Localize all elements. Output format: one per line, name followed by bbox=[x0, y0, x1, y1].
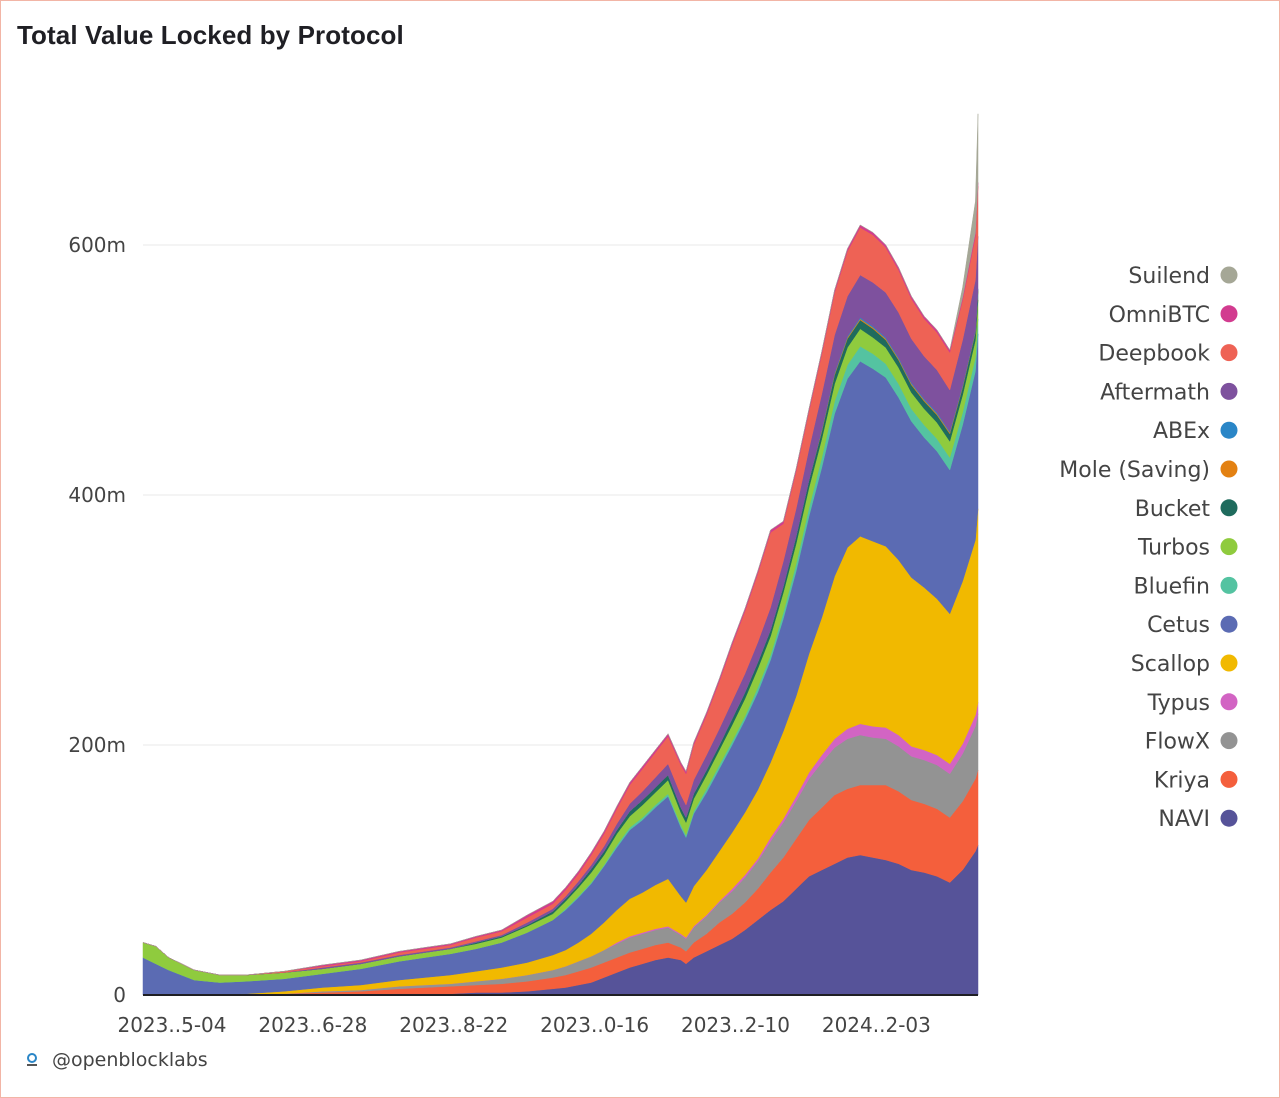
legend-swatch bbox=[1220, 460, 1238, 478]
legend-swatch bbox=[1220, 421, 1238, 439]
legend-swatch bbox=[1220, 654, 1238, 672]
legend-label: NAVI bbox=[1158, 807, 1210, 832]
legend-label: Deepbook bbox=[1098, 342, 1210, 367]
legend-item-omnibtc[interactable]: OmniBTC bbox=[1109, 303, 1238, 328]
legend-label: Kriya bbox=[1154, 768, 1210, 793]
legend-label: OmniBTC bbox=[1109, 303, 1210, 328]
legend-swatch bbox=[1220, 732, 1238, 750]
legend-label: Scallop bbox=[1131, 652, 1210, 677]
legend-label: Suilend bbox=[1128, 264, 1210, 289]
legend-item-turbos[interactable]: Turbos bbox=[1137, 536, 1238, 561]
legend-label: ABEx bbox=[1153, 419, 1210, 444]
x-tick-label: 2023..8-22 bbox=[399, 1013, 508, 1037]
legend-swatch bbox=[1220, 693, 1238, 711]
legend-swatch bbox=[1220, 499, 1238, 517]
watermark-text: @openblocklabs bbox=[52, 1049, 208, 1071]
legend-swatch bbox=[1220, 382, 1238, 400]
legend-swatch bbox=[1220, 770, 1238, 788]
x-tick-label: 2023..2-10 bbox=[681, 1013, 790, 1037]
legend-item-bluefin[interactable]: Bluefin bbox=[1134, 574, 1238, 599]
legend-label: Cetus bbox=[1147, 613, 1210, 638]
x-tick-label: 2024..2-03 bbox=[822, 1013, 931, 1037]
legend-swatch bbox=[1220, 538, 1238, 556]
x-tick-label: 2023..5-04 bbox=[117, 1013, 226, 1037]
legend-item-kriya[interactable]: Kriya bbox=[1154, 768, 1238, 793]
y-tick-label: 0 bbox=[113, 983, 126, 1007]
legend-item-cetus[interactable]: Cetus bbox=[1147, 613, 1238, 638]
legend-label: Turbos bbox=[1137, 536, 1210, 561]
y-tick-label: 400m bbox=[68, 483, 126, 507]
legend-swatch bbox=[1220, 615, 1238, 633]
legend-item-navi[interactable]: NAVI bbox=[1158, 807, 1238, 832]
legend-item-abex[interactable]: ABEx bbox=[1153, 419, 1238, 444]
legend-swatch bbox=[1220, 344, 1238, 362]
legend-swatch bbox=[1220, 305, 1238, 323]
legend-swatch bbox=[1220, 576, 1238, 594]
x-tick-label: 2023..6-28 bbox=[258, 1013, 367, 1037]
openblocklabs-logo-icon bbox=[27, 1053, 37, 1066]
legend-label: Typus bbox=[1147, 691, 1210, 716]
legend-item-scallop[interactable]: Scallop bbox=[1131, 652, 1238, 677]
y-tick-label: 200m bbox=[68, 733, 126, 757]
area-series bbox=[142, 113, 979, 996]
x-tick-label: 2023..0-16 bbox=[540, 1013, 649, 1037]
legend-label: Mole (Saving) bbox=[1059, 458, 1210, 483]
y-tick-label: 600m bbox=[68, 233, 126, 257]
chart-title: Total Value Locked by Protocol bbox=[17, 20, 404, 50]
area-suilend[interactable] bbox=[142, 113, 979, 976]
legend-label: Bucket bbox=[1135, 497, 1211, 522]
legend-label: FlowX bbox=[1145, 730, 1210, 755]
legend-label: Bluefin bbox=[1134, 574, 1210, 599]
legend-swatch bbox=[1220, 266, 1238, 284]
footer: @openblocklabs bbox=[24, 1049, 208, 1071]
legend-label: Aftermath bbox=[1100, 380, 1210, 405]
legend: Suilend OmniBTC Deepbook Aftermath ABEx Mole … bbox=[1059, 264, 1238, 832]
legend-item-flowx[interactable]: FlowX bbox=[1145, 730, 1238, 755]
legend-item-deepbook[interactable]: Deepbook bbox=[1098, 342, 1238, 367]
legend-swatch bbox=[1220, 809, 1238, 827]
legend-item-mole-saving-[interactable]: Mole (Saving) bbox=[1059, 458, 1238, 483]
legend-item-typus[interactable]: Typus bbox=[1147, 691, 1238, 716]
legend-item-bucket[interactable]: Bucket bbox=[1135, 497, 1238, 522]
legend-item-aftermath[interactable]: Aftermath bbox=[1100, 380, 1238, 405]
axes: 0 200m 400m 600m 2023..5-04 2023..6-28 2023..8… bbox=[68, 233, 978, 1037]
legend-item-suilend[interactable]: Suilend bbox=[1128, 264, 1238, 289]
